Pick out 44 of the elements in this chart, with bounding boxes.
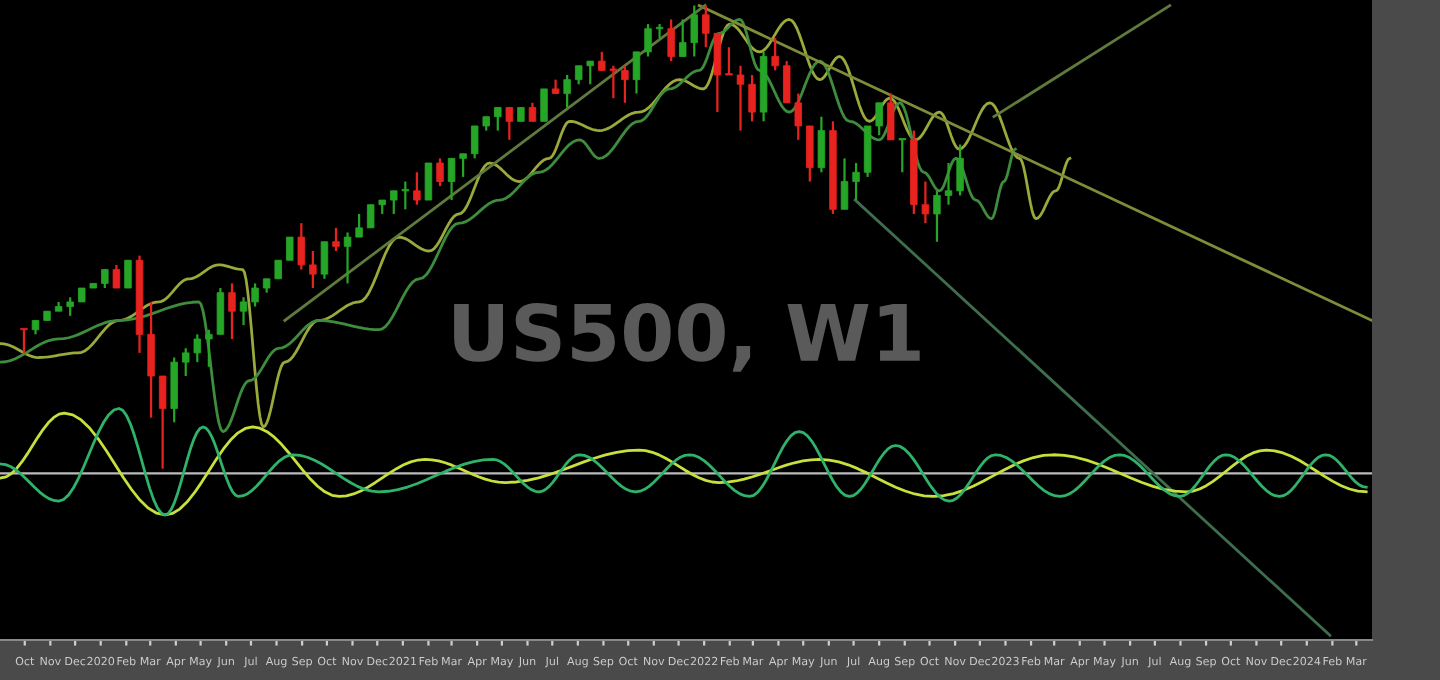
candlestick [817,115,826,174]
candlestick [563,73,571,109]
candlestick [644,22,652,58]
text: US500, W1 [454,302,920,372]
candlestick [621,64,629,104]
candlestick [505,106,514,141]
candlestick [725,46,733,77]
candlestick [956,143,964,197]
candlestick [944,161,953,206]
candlestick [771,36,779,72]
candlestick [667,18,675,63]
candlestick [320,240,329,280]
candlestick [840,157,849,211]
candlestick [343,231,352,285]
candlestick [887,92,895,141]
candlestick [540,87,548,123]
candlestick [852,161,860,202]
candlestick [112,263,121,290]
candlestick [933,189,941,243]
candlestick [251,282,259,308]
candlestick [436,157,444,188]
candlestick [286,236,294,262]
candlestick [494,106,502,132]
candlestick [101,268,109,290]
candlestick [239,296,248,327]
candlestick [528,101,537,123]
candlestick [20,327,28,354]
candlestick [355,212,363,239]
candlestick [124,259,132,290]
candlestick [736,64,745,132]
candlestick [158,374,167,470]
candlestick [309,249,317,290]
candlestick [632,50,641,95]
candlestick [228,282,236,341]
candlestick [898,138,907,174]
candlestick [655,22,664,40]
candlestick [147,300,155,419]
candlestick [413,171,421,206]
candlestick [748,73,756,123]
candlestick [806,124,814,183]
candlestick [424,162,433,201]
candlestick [332,226,340,253]
candlestick [170,356,178,424]
candlestick [297,222,306,271]
